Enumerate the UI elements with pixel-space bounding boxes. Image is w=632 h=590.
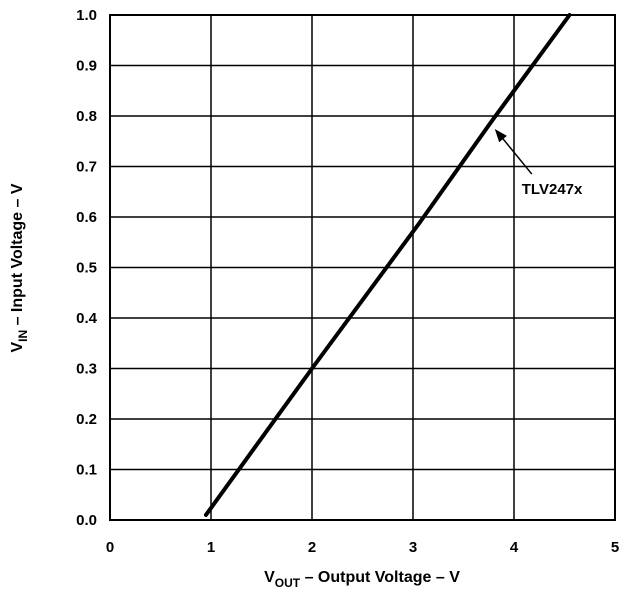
y-axis-title: VIN – Input Voltage – V [9, 183, 30, 352]
x-tick-labels: 0 1 2 3 4 5 [106, 539, 619, 556]
plot-frame [109, 14, 616, 521]
y-tick-label: 0.9 [76, 58, 97, 75]
series-line-tlv247x [203, 13, 572, 517]
x-tick-label: 2 [308, 539, 316, 556]
y-tick-label: 0.3 [76, 361, 97, 378]
x-axis-title-sub: OUT [275, 576, 301, 590]
series-layer [203, 13, 572, 517]
annotations: TLV247x [494, 129, 583, 198]
y-tick-labels: 0.0 0.1 0.2 0.3 0.4 0.5 0.6 0.7 0.8 0.9 1.0 [76, 7, 98, 529]
annotation-label: TLV247x [522, 181, 583, 198]
y-axis-title-rest: – Input Voltage – V [9, 183, 26, 330]
x-axis-title-main: V [264, 569, 275, 586]
y-tick-label: 0.6 [76, 209, 97, 226]
y-tick-label: 1.0 [76, 7, 97, 24]
x-axis-title: VOUT – Output Voltage – V [264, 569, 460, 590]
grid [109, 14, 616, 521]
y-tick-label: 0.4 [76, 310, 98, 327]
x-tick-label: 0 [106, 539, 114, 556]
y-tick-label: 0.8 [76, 108, 97, 125]
y-axis-title-main: V [9, 342, 26, 353]
x-tick-label: 4 [510, 539, 519, 556]
y-tick-label: 0.5 [76, 260, 97, 277]
annotation-arrow-head [494, 129, 507, 143]
x-axis-title-rest: – Output Voltage – V [300, 569, 460, 586]
annotation-arrow-line [500, 135, 533, 175]
y-tick-label: 0.7 [76, 159, 97, 176]
y-tick-label: 0.2 [76, 411, 97, 428]
x-tick-label: 3 [409, 539, 417, 556]
y-axis-title-sub: IN [16, 330, 30, 342]
y-tick-label: 0.0 [76, 512, 97, 529]
x-tick-label: 1 [207, 539, 215, 556]
y-tick-label: 0.1 [76, 462, 97, 479]
x-tick-label: 5 [611, 539, 619, 556]
